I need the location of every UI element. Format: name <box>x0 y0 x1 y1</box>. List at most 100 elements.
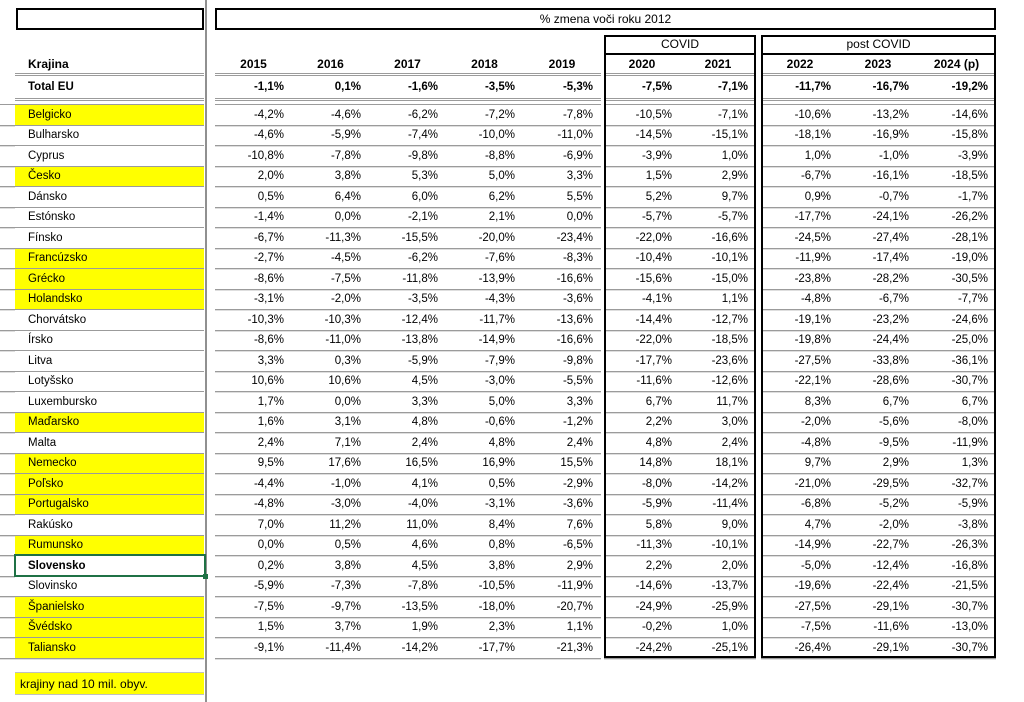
value-cell[interactable]: -17,7% <box>761 208 839 228</box>
country-cell[interactable]: Írsko <box>15 330 204 351</box>
value-cell[interactable]: -1,0% <box>292 474 369 495</box>
value-cell[interactable]: -1,2% <box>523 413 601 433</box>
column-header-year[interactable]: 2020 <box>604 55 680 76</box>
value-cell[interactable]: 6,7% <box>839 392 917 413</box>
value-cell[interactable]: -19,6% <box>761 577 839 597</box>
value-cell[interactable]: -17,7% <box>446 638 523 659</box>
value-cell[interactable]: -14,2% <box>680 474 756 495</box>
value-cell[interactable]: 7,1% <box>292 433 369 454</box>
value-cell[interactable]: -11,4% <box>680 495 756 515</box>
country-column-header[interactable]: Krajina <box>15 55 204 76</box>
value-cell[interactable]: -10,5% <box>604 105 680 126</box>
value-cell[interactable]: -30,7% <box>917 372 996 392</box>
value-cell[interactable]: -5,9% <box>292 126 369 146</box>
value-cell[interactable]: -13,8% <box>369 331 446 351</box>
value-cell[interactable]: 4,8% <box>369 413 446 433</box>
value-cell[interactable]: 4,5% <box>369 372 446 392</box>
value-cell[interactable]: -14,2% <box>369 638 446 659</box>
value-cell[interactable]: -6,2% <box>369 105 446 126</box>
value-cell[interactable]: -3,6% <box>523 495 601 515</box>
value-cell[interactable]: -2,0% <box>292 290 369 310</box>
value-cell[interactable]: -28,1% <box>917 228 996 249</box>
value-cell[interactable]: -15,6% <box>604 269 680 290</box>
value-cell[interactable]: -3,1% <box>215 290 292 310</box>
value-cell[interactable]: 1,0% <box>680 618 756 638</box>
value-cell[interactable]: -29,1% <box>839 638 917 659</box>
value-cell[interactable]: 2,1% <box>446 208 523 228</box>
value-cell[interactable]: -12,7% <box>680 310 756 331</box>
corner-cell[interactable] <box>16 8 204 30</box>
value-cell[interactable]: 11,7% <box>680 392 756 413</box>
value-cell[interactable]: -13,9% <box>446 269 523 290</box>
value-cell[interactable]: -1,0% <box>839 146 917 167</box>
value-cell[interactable]: -21,3% <box>523 638 601 659</box>
value-cell[interactable]: -3,1% <box>446 495 523 515</box>
value-cell[interactable]: -5,2% <box>839 495 917 515</box>
value-cell[interactable]: -20,7% <box>523 597 601 618</box>
value-cell[interactable]: -5,0% <box>761 556 839 577</box>
total-value-cell[interactable]: -1,1% <box>215 76 292 101</box>
value-cell[interactable]: -0,6% <box>446 413 523 433</box>
value-cell[interactable]: -14,6% <box>917 105 996 126</box>
value-cell[interactable]: -2,7% <box>215 249 292 269</box>
value-cell[interactable]: 0,3% <box>292 351 369 372</box>
value-cell[interactable]: 1,0% <box>680 146 756 167</box>
table-title-cell[interactable]: % zmena voči roku 2012 <box>215 8 996 30</box>
value-cell[interactable]: -9,8% <box>523 351 601 372</box>
value-cell[interactable]: 2,4% <box>215 433 292 454</box>
value-cell[interactable]: -5,5% <box>523 372 601 392</box>
country-cell[interactable]: Dánsko <box>15 187 204 208</box>
value-cell[interactable]: -11,9% <box>523 577 601 597</box>
value-cell[interactable]: -9,5% <box>839 433 917 454</box>
value-cell[interactable]: -26,3% <box>917 536 996 556</box>
value-cell[interactable]: 9,7% <box>680 187 756 208</box>
total-value-cell[interactable]: -3,5% <box>446 76 523 101</box>
value-cell[interactable]: -3,0% <box>292 495 369 515</box>
value-cell[interactable]: -2,0% <box>839 515 917 536</box>
value-cell[interactable]: -5,9% <box>215 577 292 597</box>
value-cell[interactable]: -23,6% <box>680 351 756 372</box>
value-cell[interactable]: -13,5% <box>369 597 446 618</box>
value-cell[interactable]: -10,0% <box>446 126 523 146</box>
value-cell[interactable]: -7,3% <box>292 577 369 597</box>
value-cell[interactable]: 4,5% <box>369 556 446 577</box>
value-cell[interactable]: -8,0% <box>604 474 680 495</box>
country-cell[interactable]: Poľsko <box>15 474 204 495</box>
country-cell[interactable]: Rumunsko <box>15 535 204 556</box>
value-cell[interactable]: -11,9% <box>917 433 996 454</box>
column-header-year[interactable]: 2023 <box>839 55 917 76</box>
value-cell[interactable]: 0,5% <box>215 187 292 208</box>
value-cell[interactable]: -7,4% <box>369 126 446 146</box>
value-cell[interactable]: -27,4% <box>839 228 917 249</box>
country-cell[interactable]: Nemecko <box>15 453 204 474</box>
value-cell[interactable]: -5,9% <box>917 495 996 515</box>
column-header-year[interactable]: 2022 <box>761 55 839 76</box>
value-cell[interactable]: 3,3% <box>369 392 446 413</box>
value-cell[interactable]: -11,3% <box>292 228 369 249</box>
total-value-cell[interactable]: -19,2% <box>917 76 996 101</box>
column-header-year[interactable]: 2015 <box>215 55 292 76</box>
value-cell[interactable]: 1,1% <box>523 618 601 638</box>
value-cell[interactable]: 0,0% <box>292 392 369 413</box>
value-cell[interactable]: 4,8% <box>604 433 680 454</box>
value-cell[interactable]: 0,5% <box>292 536 369 556</box>
column-header-year[interactable]: 2017 <box>369 55 446 76</box>
value-cell[interactable]: -10,6% <box>761 105 839 126</box>
value-cell[interactable]: -1,4% <box>215 208 292 228</box>
value-cell[interactable]: 3,7% <box>292 618 369 638</box>
value-cell[interactable]: -8,6% <box>215 331 292 351</box>
total-value-cell[interactable]: -1,6% <box>369 76 446 101</box>
total-value-cell[interactable]: -16,7% <box>839 76 917 101</box>
value-cell[interactable]: -21,5% <box>917 577 996 597</box>
value-cell[interactable]: -4,3% <box>446 290 523 310</box>
value-cell[interactable]: -15,5% <box>369 228 446 249</box>
total-value-cell[interactable]: -7,1% <box>680 76 756 101</box>
value-cell[interactable]: -9,7% <box>292 597 369 618</box>
value-cell[interactable]: -6,7% <box>215 228 292 249</box>
value-cell[interactable]: 5,5% <box>523 187 601 208</box>
value-cell[interactable]: 3,3% <box>215 351 292 372</box>
value-cell[interactable]: -3,8% <box>917 515 996 536</box>
value-cell[interactable]: 9,5% <box>215 454 292 474</box>
country-cell[interactable]: Holandsko <box>15 289 204 310</box>
value-cell[interactable]: 2,9% <box>523 556 601 577</box>
